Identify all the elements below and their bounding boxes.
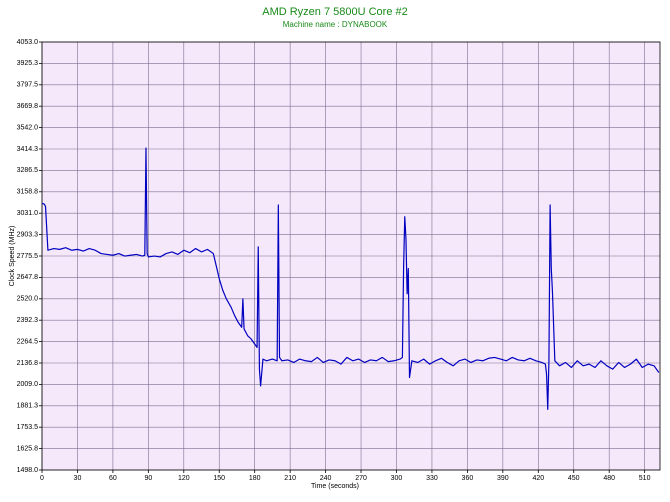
y-tick-label: 2647.8 — [17, 274, 39, 281]
data-line — [41, 147, 660, 410]
y-tick-label: 4053.0 — [17, 39, 39, 46]
y-tick-label: 3158.8 — [17, 189, 39, 196]
y-tick-label: 3925.3 — [17, 60, 39, 67]
plot-frame — [41, 41, 661, 471]
x-tick-label: 300 — [391, 475, 403, 482]
y-tick-label: 2009.0 — [17, 381, 39, 388]
x-tick-label: 360 — [462, 475, 474, 482]
x-tick-label: 390 — [497, 475, 509, 482]
x-tick-label: 420 — [532, 475, 544, 482]
y-tick-label: 2775.5 — [17, 253, 39, 260]
x-tick-label: 30 — [74, 475, 82, 482]
x-tick-label: 450 — [568, 475, 580, 482]
y-tick-label: 1625.8 — [17, 445, 39, 452]
y-tick-label: 1498.0 — [17, 467, 39, 474]
y-tick-label: 3669.8 — [17, 103, 39, 110]
y-tick-label: 2264.5 — [17, 338, 39, 345]
y-tick-label: 3031.0 — [17, 210, 39, 217]
x-tick-label: 60 — [109, 475, 117, 482]
x-tick-label: 90 — [144, 475, 152, 482]
x-tick-label: 270 — [355, 475, 367, 482]
y-axis-label: Clock Speed (MHz) — [9, 226, 16, 287]
y-tick-label: 2392.3 — [17, 317, 39, 324]
x-tick-label: 510 — [639, 475, 651, 482]
x-tick-label: 240 — [320, 475, 332, 482]
y-tick-label: 3542.0 — [17, 124, 39, 131]
y-tick-label: 2136.8 — [17, 360, 39, 367]
y-tick-label: 1881.3 — [17, 403, 39, 410]
x-tick-label: 180 — [249, 475, 261, 482]
x-tick-label: 480 — [603, 475, 615, 482]
y-tick-label: 1753.5 — [17, 424, 39, 431]
y-tick-label: 3286.5 — [17, 167, 39, 174]
y-tick-label: 3797.5 — [17, 82, 39, 89]
x-tick-label: 210 — [284, 475, 296, 482]
x-tick-label: 0 — [40, 475, 44, 482]
chart-subtitle: Machine name : DYNABOOK — [283, 20, 388, 29]
x-tick-label: 150 — [213, 475, 225, 482]
y-tick-label: 2520.0 — [17, 296, 39, 303]
y-tick-label: 2903.3 — [17, 231, 39, 238]
x-tick-label: 330 — [426, 475, 438, 482]
chart-title: AMD Ryzen 7 5800U Core #2 — [262, 6, 408, 18]
x-axis-label: Time (seconds) — [311, 483, 359, 490]
y-tick-label: 3414.3 — [17, 146, 39, 153]
x-tick-label: 120 — [178, 475, 190, 482]
